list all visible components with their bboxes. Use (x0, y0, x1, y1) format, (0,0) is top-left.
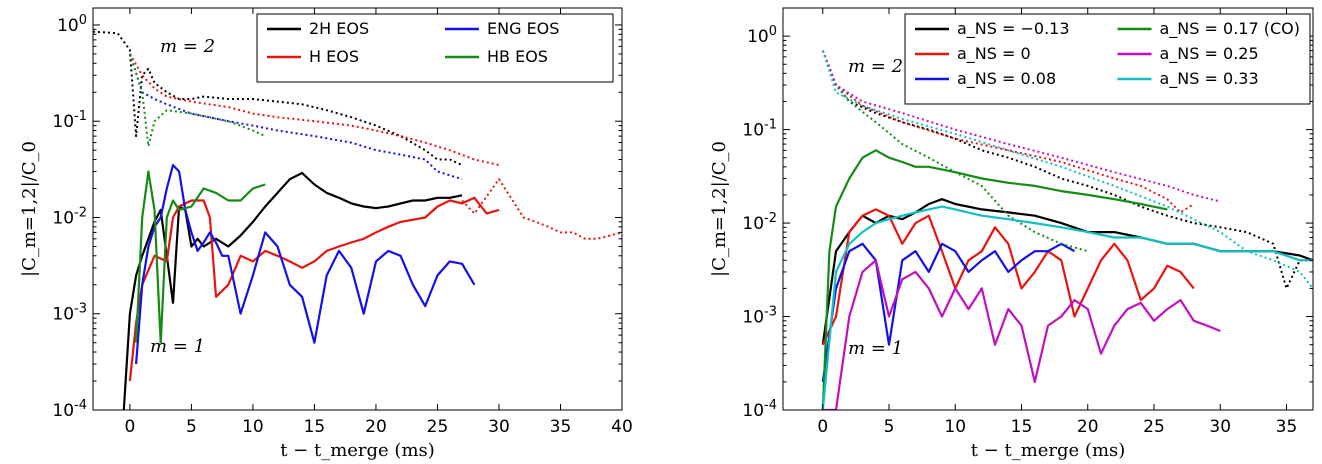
right-series-2 (821, 208, 1195, 346)
right-xtick-label: 35 (1276, 417, 1298, 437)
right-xtick-label: 25 (1143, 417, 1165, 437)
right-ytick-label: 100 (747, 24, 777, 47)
right-legend-label: a_NS = 0.25 (1160, 44, 1259, 64)
left-xtick-label: 40 (611, 417, 633, 437)
left-legend-label: HB EOS (487, 47, 548, 66)
left-xtick-label: 5 (186, 417, 197, 437)
left-series-6 (128, 53, 463, 181)
left-xtick-label: 25 (427, 417, 449, 437)
right-xtick-label: 10 (944, 417, 966, 437)
right-ytick-label: 10-1 (742, 118, 777, 141)
right-xtick-label: 5 (884, 417, 895, 437)
right-ytick-label: 10-4 (742, 398, 777, 421)
right-legend-label: a_NS = 0.17 (CO) (1160, 19, 1300, 39)
right-legend-label: a_NS = 0.33 (1160, 69, 1259, 89)
left-xtick-label: 30 (488, 417, 510, 437)
right-series-0 (821, 198, 1313, 345)
right-series-3 (821, 50, 1195, 214)
left-plot-area (93, 30, 622, 410)
left-xtick-label: 35 (550, 417, 572, 437)
right-series-9 (821, 205, 1313, 410)
left-series-0 (122, 171, 463, 410)
left-ytick-label: 10-4 (52, 398, 87, 421)
right-legend-label: a_NS = 0 (957, 44, 1031, 64)
right-series-10 (821, 50, 1313, 290)
right-xtick-label: 15 (1011, 417, 1033, 437)
left-ytick-label: 10-3 (52, 302, 87, 325)
left-xtick-label: 20 (365, 417, 387, 437)
right-y-axis-label: |C_m=1,2|/C_0 (709, 141, 730, 277)
left-legend-label: ENG EOS (487, 19, 559, 38)
right-legend (904, 13, 1311, 105)
left-xtick-label: 15 (304, 417, 326, 437)
right-legend-label: a_NS = −0.13 (957, 19, 1070, 39)
right-annotation-m1: m = 1 (848, 338, 903, 359)
right-x-axis-label: t − t_merge (ms) (971, 440, 1126, 461)
right-xtick-label: 0 (817, 417, 828, 437)
left-xtick-label: 0 (124, 417, 135, 437)
left-x-axis-label: t − t_merge (ms) (280, 440, 435, 461)
left-series-2 (128, 196, 500, 382)
left-annotation-m1: m = 1 (150, 336, 205, 357)
right-plot-area (821, 50, 1313, 410)
left-series-8 (128, 53, 266, 148)
right-series-6 (821, 50, 1089, 253)
right-series-7 (822, 259, 1221, 410)
right-series-1 (821, 50, 1313, 290)
right-xtick-label: 20 (1077, 417, 1099, 437)
left-legend-label: H EOS (309, 47, 359, 66)
left-series-7 (135, 170, 266, 344)
left-series-1 (93, 30, 463, 167)
right-xtick-label: 30 (1209, 417, 1231, 437)
left-legend (256, 13, 614, 83)
left-xtick-label: 10 (242, 417, 264, 437)
left-legend-label: 2H EOS (309, 19, 369, 38)
left-plot-frame (92, 7, 623, 411)
left-y-axis-label: |C_m=1,2|/C_0 (19, 141, 40, 277)
left-series-3 (461, 178, 622, 240)
right-series-5 (821, 149, 1168, 410)
right-plot-frame (782, 7, 1314, 411)
left-annotation-m2: m = 2 (160, 36, 215, 57)
right-ytick-label: 10-2 (742, 211, 777, 234)
left-ytick-label: 10-2 (52, 205, 87, 228)
left-ytick-label: 10-1 (52, 109, 87, 132)
left-series-5 (135, 164, 476, 365)
right-legend-label: a_NS = 0.08 (957, 69, 1056, 89)
left-ytick-label: 100 (57, 13, 87, 36)
right-annotation-m2: m = 2 (848, 56, 903, 77)
right-ytick-label: 10-3 (742, 305, 777, 328)
right-series-4 (821, 242, 1076, 383)
